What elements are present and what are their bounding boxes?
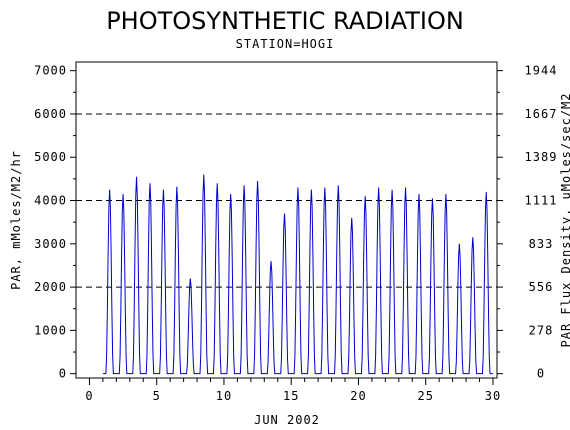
y-tick-label-1: 1000 bbox=[34, 323, 67, 337]
x-tick-label-3: 15 bbox=[283, 389, 299, 403]
y-axis-ticks: 0 1000 2000 3000 4000 5000 6000 7000 bbox=[34, 64, 76, 381]
y-tick-label-4: 4000 bbox=[34, 194, 67, 208]
x-axis-label: JUN 2002 bbox=[254, 413, 320, 427]
x-tick-label-6: 30 bbox=[485, 389, 501, 403]
y2-tick-label-6: 1667 bbox=[525, 107, 558, 121]
y2-tick-label-4: 1111 bbox=[525, 194, 558, 208]
y-tick-label-6: 6000 bbox=[34, 107, 67, 121]
y2-tick-label-2: 556 bbox=[529, 280, 554, 294]
x-tick-label-5: 25 bbox=[417, 389, 433, 403]
x-tick-label-1: 5 bbox=[153, 389, 161, 403]
plot-frame bbox=[75, 61, 498, 379]
y-tick-label-5: 5000 bbox=[34, 150, 67, 164]
y-axis-label: PAR, mMoles/M2/hr bbox=[9, 150, 23, 290]
y-tick-label-2: 2000 bbox=[34, 280, 67, 294]
par-series-line-0 bbox=[102, 174, 493, 375]
y2-tick-label-0: 0 bbox=[537, 367, 545, 381]
y-tick-label-7: 7000 bbox=[34, 64, 67, 78]
y2-axis-ticks: 0 278 556 833 1111 1389 1667 1944 bbox=[497, 64, 558, 381]
series-group bbox=[102, 174, 493, 375]
y2-tick-label-1: 278 bbox=[529, 323, 554, 337]
y2-tick-label-3: 833 bbox=[529, 237, 554, 251]
chart-subtitle: STATION=HOGI bbox=[236, 37, 335, 51]
y-tick-label-0: 0 bbox=[59, 367, 67, 381]
x-tick-label-4: 20 bbox=[350, 389, 366, 403]
y2-axis-label: PAR Flux Density, uMoles/sec/M2 bbox=[559, 93, 570, 348]
y-tick-label-3: 3000 bbox=[34, 237, 67, 251]
chart-title: PHOTOSYNTHETIC RADIATION bbox=[106, 7, 464, 35]
y2-tick-label-7: 1944 bbox=[525, 64, 558, 78]
x-axis-ticks: 0 5 10 15 20 25 30 bbox=[85, 378, 501, 403]
x-tick-label-0: 0 bbox=[85, 389, 93, 403]
x-tick-label-2: 10 bbox=[216, 389, 232, 403]
y2-tick-label-5: 1389 bbox=[525, 150, 558, 164]
